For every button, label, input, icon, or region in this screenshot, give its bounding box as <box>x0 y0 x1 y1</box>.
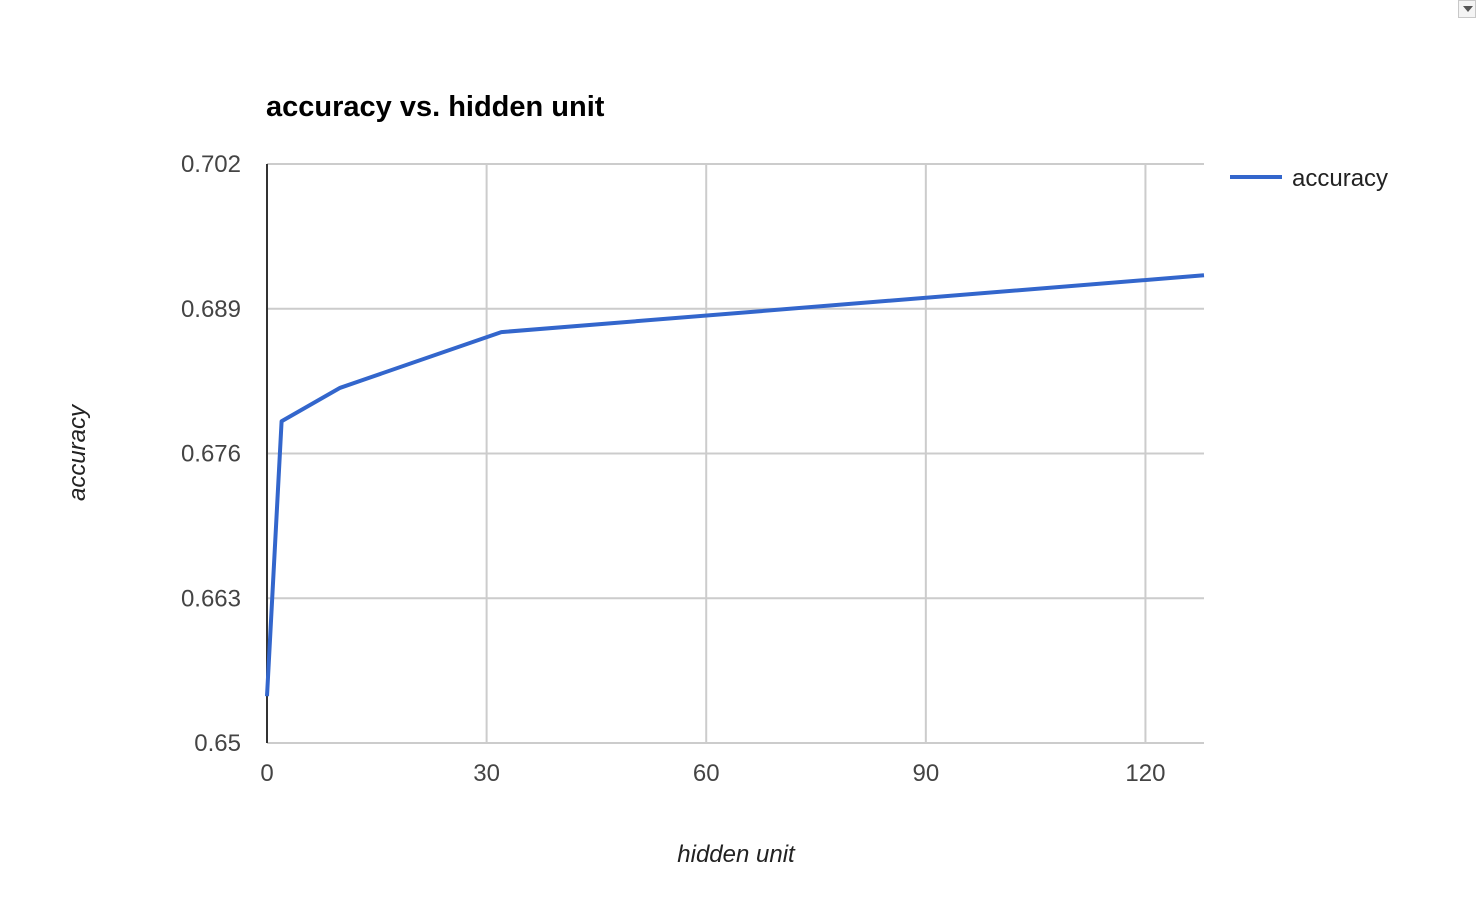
dropdown-arrow-icon <box>1463 6 1473 12</box>
x-tick-label: 60 <box>693 760 720 787</box>
y-tick-label: 0.676 <box>181 441 241 468</box>
x-tick-label: 120 <box>1125 760 1165 787</box>
x-tick-label: 90 <box>912 760 939 787</box>
chart-menu-button[interactable] <box>1458 0 1476 18</box>
legend-label: accuracy <box>1292 165 1388 192</box>
x-axis-ticks: 0 30 60 90 120 <box>260 760 1165 787</box>
y-tick-label: 0.689 <box>181 296 241 323</box>
legend[interactable]: accuracy <box>1230 165 1388 192</box>
x-axis-title: hidden unit <box>677 841 796 868</box>
x-tick-label: 0 <box>260 760 273 787</box>
chart-title: accuracy vs. hidden unit <box>266 91 605 123</box>
series-line-accuracy <box>265 273 1205 697</box>
series-group <box>265 273 1205 697</box>
y-tick-label: 0.663 <box>181 585 241 612</box>
y-axis-ticks: 0.65 0.663 0.676 0.689 0.702 <box>181 151 241 757</box>
grid-lines <box>267 163 1204 744</box>
x-tick-label: 30 <box>473 760 500 787</box>
y-tick-label: 0.65 <box>194 730 241 757</box>
y-tick-label: 0.702 <box>181 151 241 178</box>
y-axis-title: accuracy <box>64 403 91 501</box>
